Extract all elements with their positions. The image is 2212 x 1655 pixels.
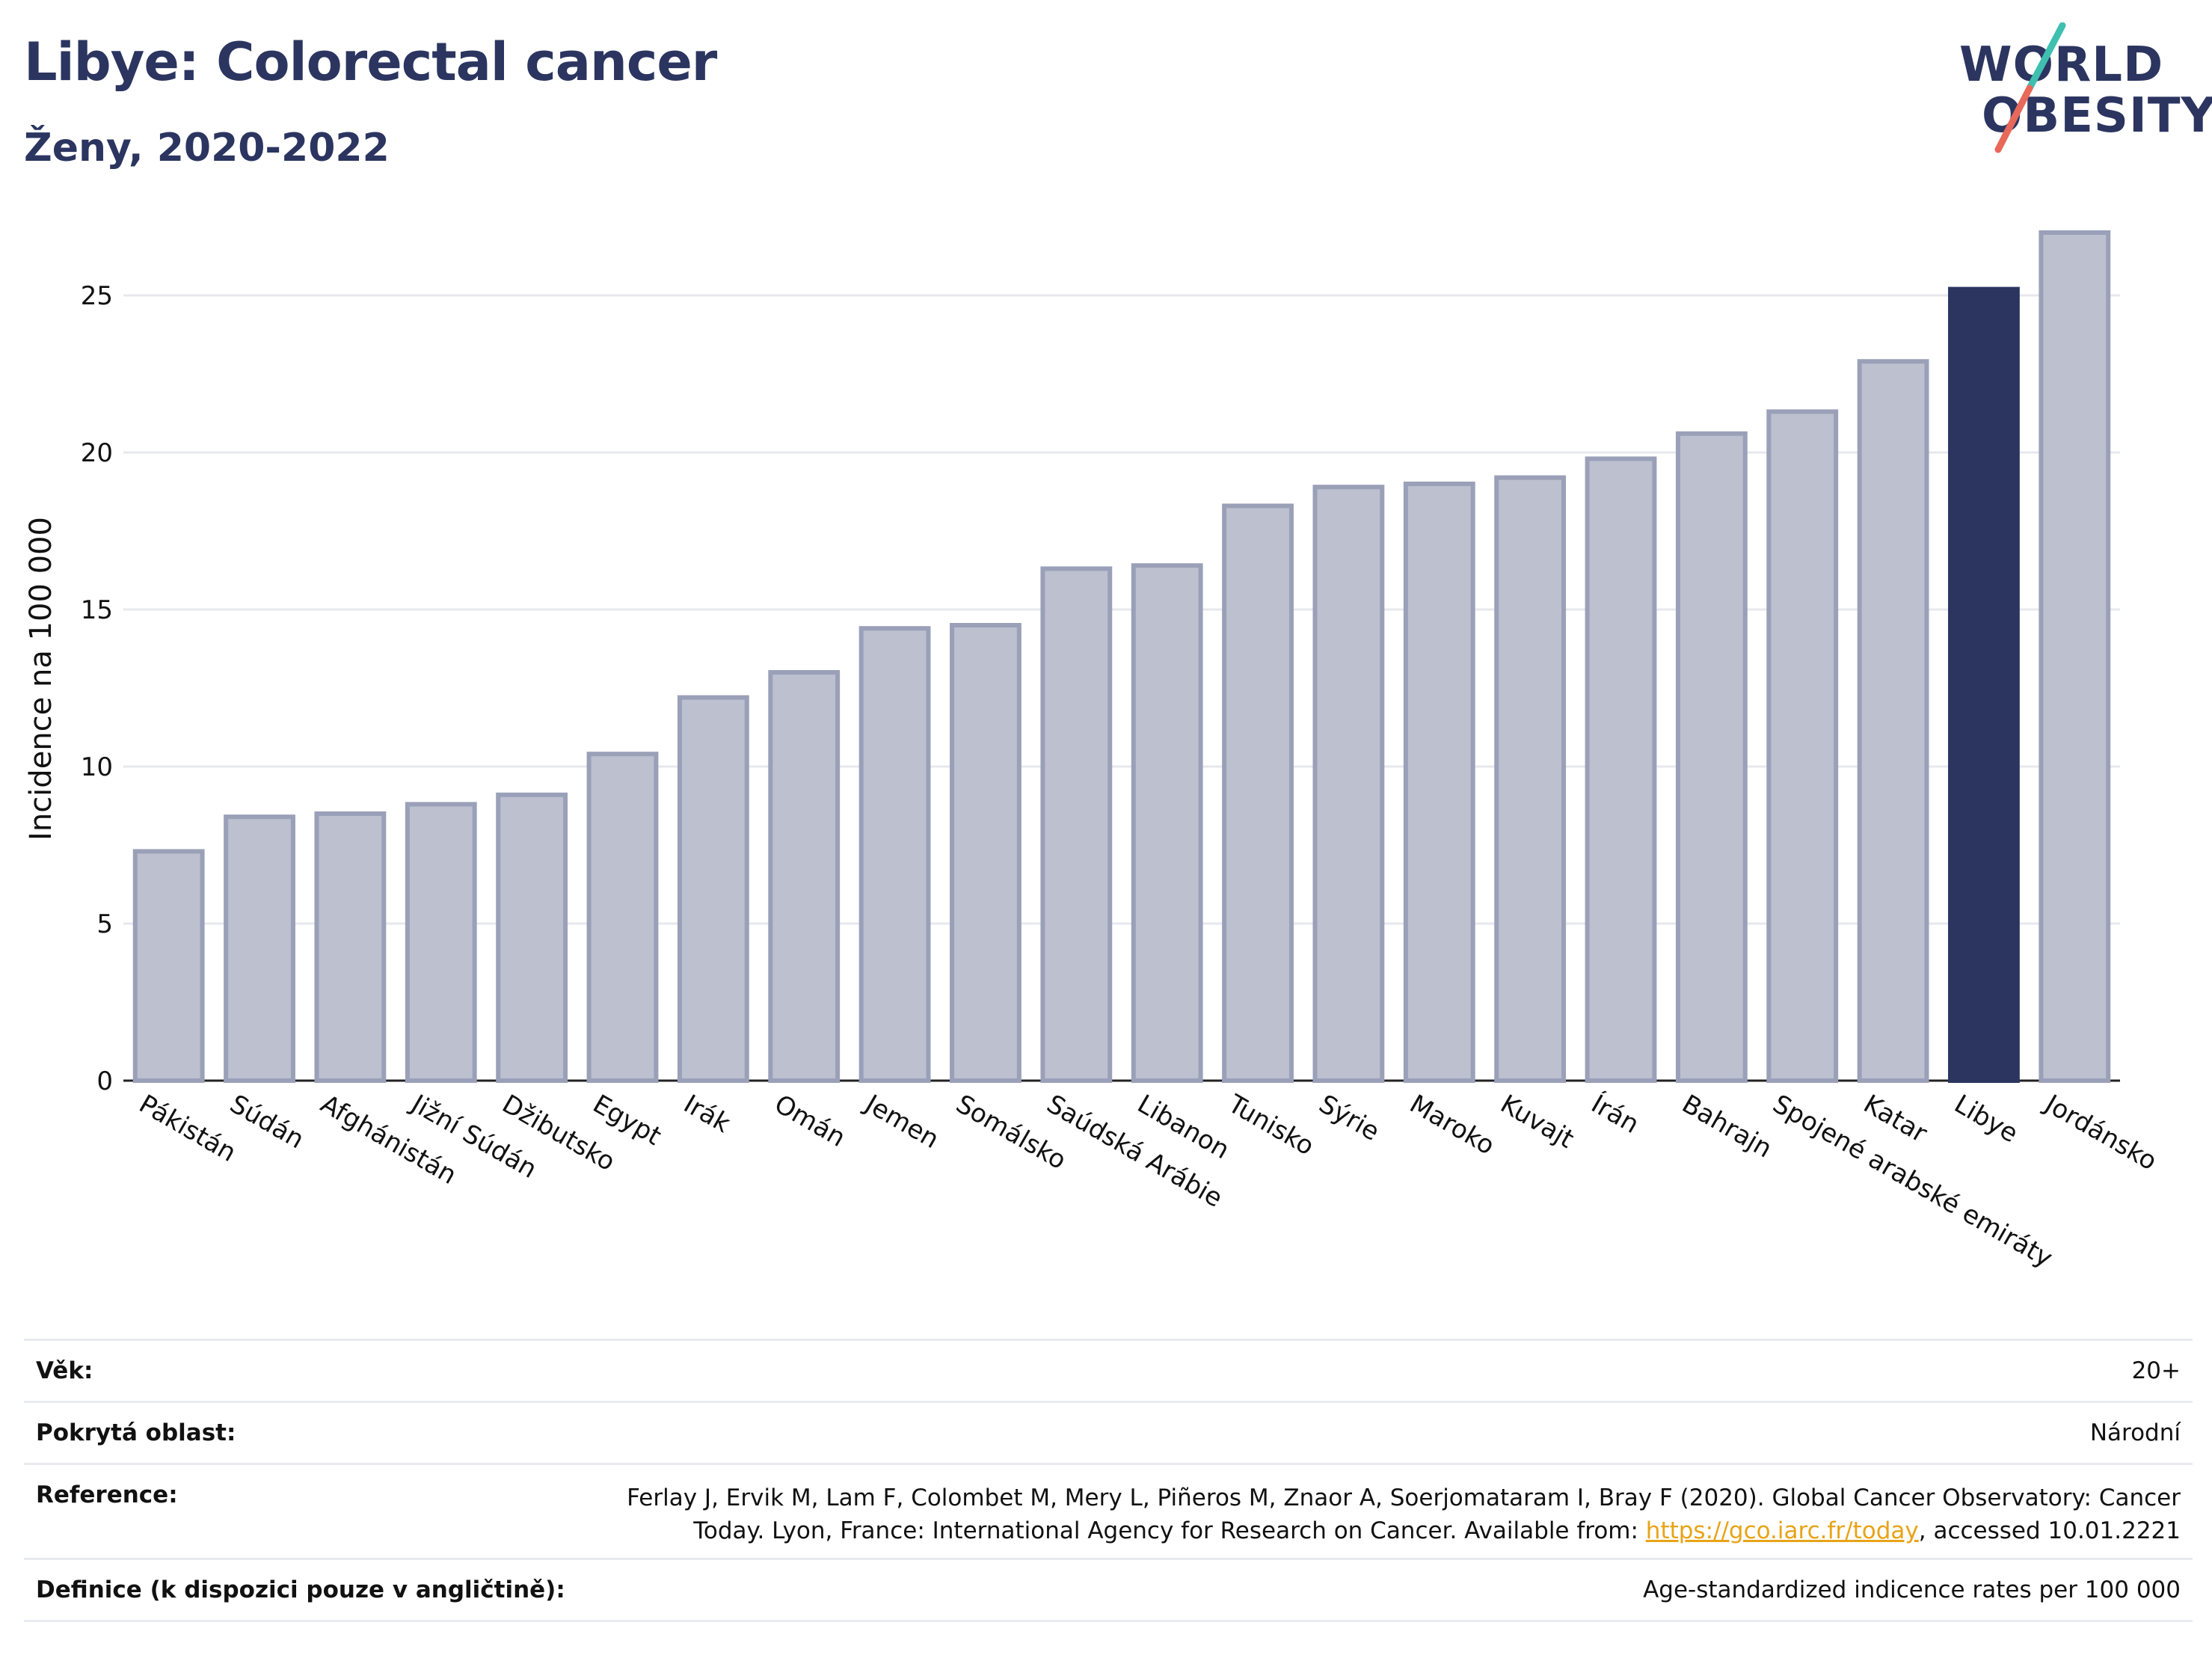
info-row-coverage: Pokrytá oblast: Národní	[24, 1401, 2193, 1463]
age-label: Věk:	[36, 1357, 93, 1384]
bar-Irák	[677, 695, 749, 1083]
x-tick-label: Kuvajt	[1496, 1089, 1579, 1155]
y-tick-labels: 0 5 10 15 20 25	[81, 281, 113, 1096]
reference-suffix: , accessed 10.01.2221	[1918, 1517, 2181, 1544]
x-tick-label: Sýrie	[1314, 1089, 1385, 1147]
bar-Spojené arabské emiráty	[1766, 409, 1839, 1083]
page-subtitle: Ženy, 2020-2022	[24, 126, 390, 171]
bar-Kuvajt	[1494, 475, 1567, 1084]
page-title: Libye: Colorectal cancer	[24, 31, 717, 93]
y-tick-label: 0	[96, 1066, 113, 1096]
bar-Libanon	[1131, 563, 1203, 1083]
bar-Sýrie	[1312, 485, 1385, 1083]
bar-Súdán	[224, 814, 295, 1083]
bar-Afghánistán	[314, 811, 387, 1083]
bar-Saúdská Arábie	[1040, 566, 1113, 1083]
y-tick-label: 25	[81, 281, 113, 311]
x-tick-label: Omán	[769, 1089, 851, 1153]
y-tick-label: 20	[81, 438, 113, 468]
bars	[132, 230, 2111, 1084]
bar-Maroko	[1403, 482, 1475, 1083]
logo-line-2: OBESITY	[1982, 88, 2212, 144]
y-tick-label: 10	[81, 752, 113, 782]
info-row-definition: Definice (k dispozici pouze v angličtině…	[24, 1558, 2193, 1622]
info-row-age: Věk: 20+	[24, 1339, 2193, 1401]
logo-line-1: WORLD	[1959, 37, 2164, 93]
definition-value: Age-standardized indicence rates per 100…	[1643, 1576, 2181, 1603]
bar-Jordánsko	[2039, 230, 2111, 1083]
y-axis-label: Incidence na 100 000	[24, 517, 58, 841]
reference-text: Ferlay J, Ervik M, Lam F, Colombet M, Me…	[627, 1484, 2181, 1544]
x-tick-label: Libye	[1949, 1089, 2023, 1149]
bar-Džibutsko	[496, 792, 568, 1083]
age-value: 20+	[2131, 1357, 2181, 1384]
info-row-reference: Reference: Ferlay J, Ervik M, Lam F, Col…	[24, 1463, 2193, 1558]
x-tick-label: Bahrajn	[1677, 1089, 1777, 1164]
x-tick-label: Jordánsko	[2039, 1088, 2162, 1176]
x-tick-label: Maroko	[1404, 1089, 1499, 1161]
x-tick-label: Jemen	[858, 1088, 944, 1155]
y-tick-label: 15	[81, 595, 113, 625]
coverage-label: Pokrytá oblast:	[36, 1419, 236, 1446]
bar-Pákistán	[132, 849, 205, 1084]
y-tick-label: 5	[96, 909, 113, 939]
bar-Libye	[1948, 286, 2020, 1084]
world-obesity-logo: WORLD OBESITY	[1952, 22, 2212, 157]
reference-label: Reference:	[36, 1481, 178, 1508]
bar-Írán	[1585, 456, 1657, 1083]
coverage-value: Národní	[2089, 1419, 2181, 1446]
x-tick-label: Írán	[1586, 1088, 1644, 1140]
definition-label: Definice (k dispozici pouze v angličtině…	[36, 1576, 565, 1603]
bar-Egypt	[586, 752, 659, 1083]
bar-Jižní Súdán	[405, 802, 477, 1084]
x-tick-label: Pákistán	[134, 1089, 241, 1168]
reference-link[interactable]: https://gco.iarc.fr/today	[1645, 1517, 1919, 1544]
x-tick-label: Tunisko	[1223, 1089, 1319, 1162]
bar-Jemen	[858, 626, 931, 1083]
logo-slash-icon	[1994, 22, 2066, 153]
bar-Tunisko	[1222, 503, 1294, 1083]
x-tick-label: Irák	[678, 1089, 735, 1139]
bar-Omán	[768, 670, 841, 1083]
bar-Bahrajn	[1675, 431, 1748, 1083]
reference-value: Ferlay J, Ervik M, Lam F, Colombet M, Me…	[610, 1481, 2181, 1547]
bar-Katar	[1857, 359, 1929, 1083]
info-table: Věk: 20+ Pokrytá oblast: Národní Referen…	[24, 1339, 2193, 1622]
bar-Somálsko	[950, 623, 1021, 1083]
